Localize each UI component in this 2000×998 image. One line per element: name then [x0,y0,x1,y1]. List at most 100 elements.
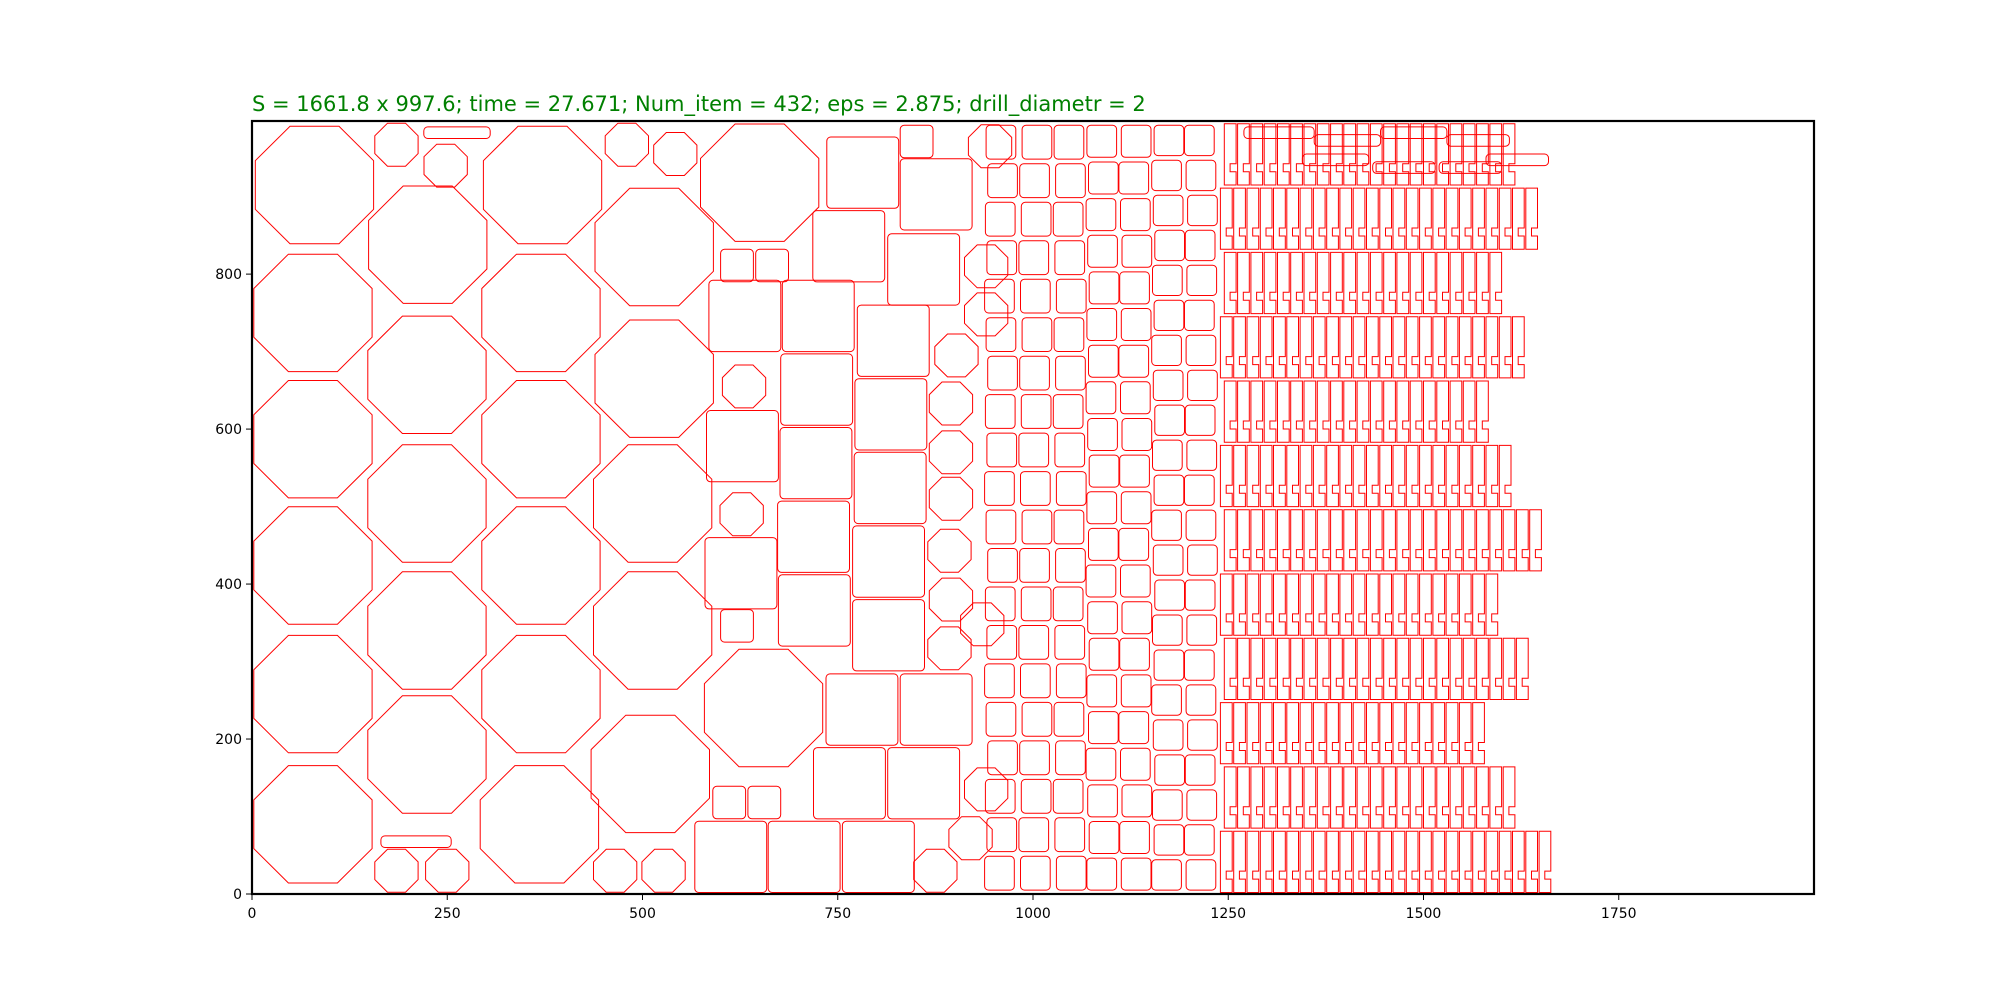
square-large-18 [899,673,973,746]
octagon-small-14 [928,577,974,622]
y-tick-label-2: 400 [215,577,242,593]
tile-2-7 [1052,586,1084,622]
plot-area [253,122,1552,894]
tile-6-8 [1184,579,1216,611]
x-tick-label-0: 0 [248,906,257,922]
hook-strip-124 [1396,509,1410,572]
hook-strip-228 [1312,187,1326,250]
tile-3-17 [1087,234,1118,268]
hook-strip-150 [1419,444,1432,508]
hook-strip-137 [1246,444,1260,508]
hook-strip-118 [1316,509,1330,572]
octagon-small-9 [934,333,979,378]
hook-strip-110 [1485,573,1499,636]
hook-strip-219 [1476,251,1489,315]
tile-1-0 [1020,855,1051,891]
hook-strip-148 [1392,444,1406,508]
hook-strip-250 [1290,123,1303,186]
tile-1-11 [1018,432,1050,468]
hook-strip-187 [1352,316,1366,379]
tile-1-6 [1018,625,1050,660]
tile-3-19 [1088,161,1119,195]
hook-strip-185 [1326,316,1339,379]
tile-0-16 [986,240,1018,276]
hook-strip-210 [1356,251,1370,315]
hook-strip-33 [1330,766,1343,829]
tile-3-3 [1085,747,1117,781]
hook-strip-65 [1458,702,1472,765]
hook-strip-119 [1330,509,1343,572]
hook-strip-123 [1383,509,1396,572]
hook-strip-262 [1449,123,1463,186]
square-large-23 [841,820,915,894]
hook-strip-232 [1366,187,1379,250]
hook-strip-173 [1436,380,1449,443]
octagon-large-17 [594,187,714,307]
tile-1-1 [1018,817,1050,853]
square-large-17 [825,673,899,746]
octagon-small-18 [948,816,993,861]
hook-strip-93 [1259,573,1273,636]
tile-3-7 [1087,601,1118,635]
hook-strip-151 [1432,444,1446,508]
hook-strip-7 [1312,830,1326,893]
hook-strip-122 [1369,509,1383,572]
tile-5-4 [1152,719,1184,751]
hook-strip-252 [1316,123,1330,186]
hook-strip-170 [1396,380,1410,443]
hook-strip-111 [1223,509,1237,572]
hook-strip-159 [1250,380,1264,443]
hook-strip-235 [1405,187,1419,250]
hook-strip-153 [1458,444,1472,508]
hook-strip-263 [1462,123,1476,186]
y-tick-label-3: 600 [215,422,242,438]
hook-strip-247 [1250,123,1264,186]
hook-strip-172 [1423,380,1436,443]
hook-strip-85 [1462,637,1476,700]
hook-strip-196 [1472,316,1485,379]
tile-1-7 [1020,586,1052,622]
tile-0-4 [985,701,1017,737]
hook-strip-171 [1409,380,1423,443]
tile-2-15 [1055,278,1087,314]
hook-strip-165 [1330,380,1343,443]
hook-strip-207 [1316,251,1330,315]
hook-strip-12 [1379,830,1392,893]
hook-strip-28 [1263,766,1277,829]
hook-strip-14 [1405,830,1419,893]
hook-strip-145 [1352,444,1366,508]
octagon-large-18 [594,319,714,438]
hook-strip-56 [1339,702,1353,765]
octagon-small-7 [964,244,1009,289]
hook-strip-217 [1449,251,1463,315]
tile-6-2 [1186,789,1218,821]
square-large-20 [887,747,961,820]
x-tick-label-6: 1500 [1406,906,1442,922]
slot-1 [380,835,452,849]
hook-strip-220 [1489,251,1503,315]
hook-strip-230 [1339,187,1353,250]
hook-strip-265 [1489,123,1503,186]
tile-4-1 [1119,821,1150,854]
hook-strip-156 [1498,444,1512,508]
tile-3-5 [1086,674,1118,708]
slot-3 [1313,134,1382,147]
tile-0-12 [984,394,1016,429]
octagon-large-21 [590,714,710,834]
tile-6-4 [1187,719,1218,751]
hook-strip-152 [1445,444,1459,508]
octagon-large-3 [253,506,373,625]
tile-4-6 [1119,637,1150,671]
hook-strip-39 [1409,766,1423,829]
tile-4-15 [1120,308,1152,341]
hook-strip-114 [1263,509,1277,572]
hook-strip-248 [1263,123,1277,186]
hook-strip-243 [1512,187,1525,250]
hook-strip-246 [1237,123,1250,186]
tile-5-19 [1152,194,1184,227]
tile-5-1 [1153,824,1185,856]
hook-strip-121 [1356,509,1370,572]
hook-strip-74 [1316,637,1330,700]
hook-strip-222 [1233,187,1246,250]
hook-strip-215 [1423,251,1436,315]
